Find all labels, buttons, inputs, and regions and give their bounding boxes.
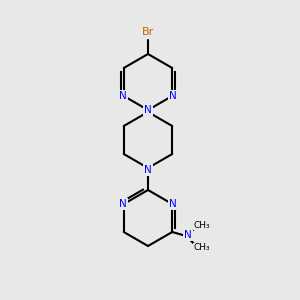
Text: N: N (119, 199, 127, 209)
Text: CH₃: CH₃ (194, 220, 211, 230)
Text: Br: Br (142, 27, 154, 37)
Text: N: N (144, 165, 152, 175)
Text: N: N (169, 199, 177, 209)
Text: N: N (184, 230, 192, 240)
Text: N: N (144, 105, 152, 115)
Text: N: N (169, 91, 177, 101)
Text: N: N (119, 91, 127, 101)
Text: CH₃: CH₃ (194, 244, 211, 253)
